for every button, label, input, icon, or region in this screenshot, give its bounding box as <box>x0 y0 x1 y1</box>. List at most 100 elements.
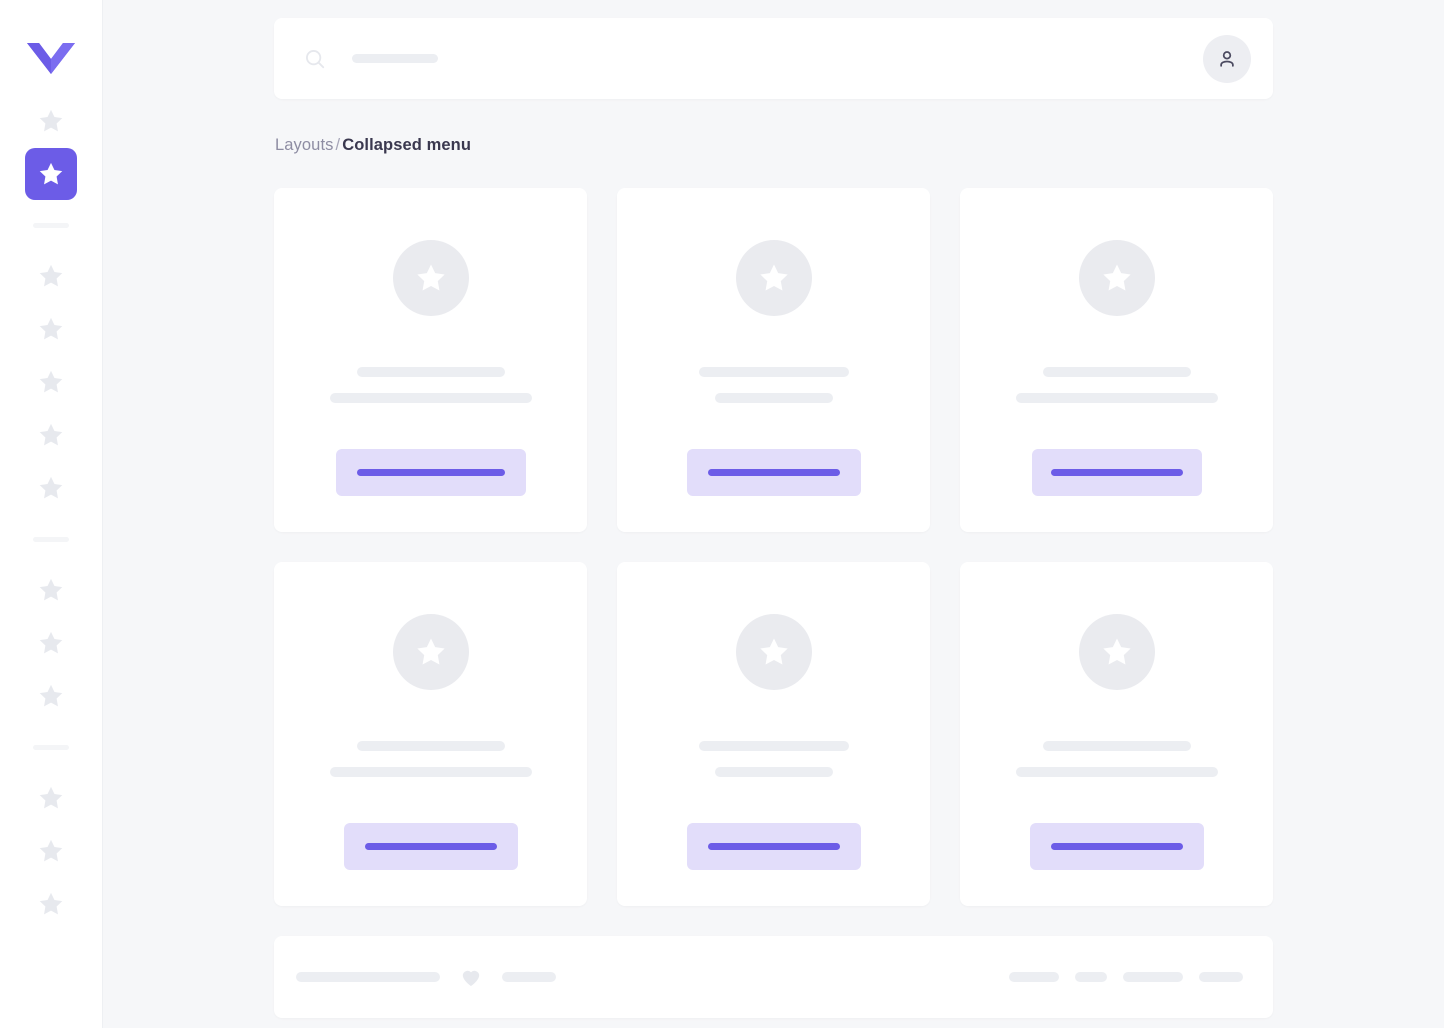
sidebar-item-11[interactable] <box>25 772 77 824</box>
star-icon <box>1102 638 1131 665</box>
card-text-skeleton <box>617 740 930 777</box>
breadcrumb-parent[interactable]: Layouts <box>275 136 334 154</box>
card-text-skeleton <box>960 740 1273 777</box>
footer-skeleton-bar-4[interactable] <box>1075 971 1107 982</box>
star-icon <box>39 162 63 185</box>
sidebar-item-3[interactable] <box>25 250 77 302</box>
card-6[interactable] <box>960 561 1273 906</box>
footer-right-group <box>1009 971 1243 982</box>
search-placeholder-bar <box>352 54 438 63</box>
sidebar-item-7[interactable] <box>25 462 77 514</box>
sidebar-item-1[interactable] <box>25 95 77 147</box>
card-action-button[interactable] <box>1029 822 1204 870</box>
button-label-bar <box>707 842 840 850</box>
skeleton-line-2 <box>329 392 532 403</box>
star-icon <box>39 370 63 393</box>
star-icon <box>39 264 63 287</box>
main-content: Layouts / Collapsed menu <box>103 0 1444 1028</box>
sidebar-item-10[interactable] <box>25 670 77 722</box>
card-text-skeleton <box>274 366 587 403</box>
star-icon <box>39 786 63 809</box>
skeleton-line-1 <box>1042 740 1191 751</box>
card-avatar <box>392 239 469 316</box>
star-icon <box>39 476 63 499</box>
card-action-button[interactable] <box>1031 448 1202 496</box>
brand-logo[interactable] <box>25 30 77 86</box>
sidebar-separator-1 <box>33 223 69 228</box>
card-action-button[interactable] <box>343 822 518 870</box>
top-search-bar <box>274 18 1273 99</box>
star-icon <box>1102 264 1131 291</box>
breadcrumb-current: Collapsed menu <box>342 136 472 154</box>
skeleton-line-2 <box>714 392 833 403</box>
sidebar-nav <box>0 95 102 931</box>
star-icon <box>416 264 445 291</box>
footer-skeleton-bar-5[interactable] <box>1123 971 1183 982</box>
footer-skeleton-bar-6[interactable] <box>1199 971 1243 982</box>
skeleton-line-2 <box>329 766 532 777</box>
skeleton-line-1 <box>698 740 849 751</box>
star-icon <box>39 109 63 132</box>
card-avatar <box>1078 239 1155 316</box>
card-text-skeleton <box>274 740 587 777</box>
card-grid <box>274 187 1273 906</box>
card-action-button[interactable] <box>335 448 526 496</box>
sidebar-item-8[interactable] <box>25 564 77 616</box>
sidebar-item-4[interactable] <box>25 303 77 355</box>
footer-left-group <box>296 965 556 989</box>
star-icon <box>39 317 63 340</box>
card-action-button[interactable] <box>686 448 861 496</box>
star-icon <box>759 264 788 291</box>
star-icon <box>416 638 445 665</box>
footer-skeleton-bar-3[interactable] <box>1009 971 1059 982</box>
card-5[interactable] <box>617 561 930 906</box>
breadcrumb-separator: / <box>335 136 341 154</box>
sidebar-item-9[interactable] <box>25 617 77 669</box>
card-text-skeleton <box>617 366 930 403</box>
sidebar-separator-3 <box>33 745 69 750</box>
star-icon <box>39 684 63 707</box>
star-icon <box>39 423 63 446</box>
search-icon <box>304 48 326 70</box>
card-avatar <box>1078 613 1155 690</box>
button-label-bar <box>356 468 505 476</box>
card-2[interactable] <box>617 187 930 532</box>
star-icon <box>39 892 63 915</box>
skeleton-line-2 <box>714 766 833 777</box>
card-4[interactable] <box>274 561 587 906</box>
sidebar-item-5[interactable] <box>25 356 77 408</box>
footer-skeleton-bar-1 <box>296 971 440 982</box>
card-avatar <box>735 613 812 690</box>
skeleton-line-1 <box>1042 366 1191 377</box>
card-text-skeleton <box>960 366 1273 403</box>
skeleton-line-1 <box>698 366 849 377</box>
button-label-bar <box>1050 842 1183 850</box>
star-icon <box>759 638 788 665</box>
collapsed-sidebar <box>0 0 103 1028</box>
skeleton-line-1 <box>356 740 505 751</box>
star-icon <box>39 578 63 601</box>
footer-bar <box>274 935 1273 1018</box>
star-icon <box>39 631 63 654</box>
card-action-button[interactable] <box>686 822 861 870</box>
skeleton-line-2 <box>1015 766 1218 777</box>
user-icon <box>1220 50 1234 67</box>
sidebar-item-2-active[interactable] <box>25 148 77 200</box>
sidebar-item-6[interactable] <box>25 409 77 461</box>
breadcrumb: Layouts / Collapsed menu <box>275 137 1273 154</box>
heart-icon[interactable] <box>458 965 484 989</box>
sidebar-item-13[interactable] <box>25 878 77 930</box>
search-input[interactable] <box>352 47 1203 71</box>
avatar[interactable] <box>1203 34 1251 83</box>
button-label-bar <box>1050 468 1183 476</box>
button-label-bar <box>707 468 840 476</box>
card-3[interactable] <box>960 187 1273 532</box>
card-avatar <box>735 239 812 316</box>
sidebar-separator-2 <box>33 537 69 542</box>
skeleton-line-2 <box>1015 392 1218 403</box>
footer-skeleton-bar-2 <box>502 971 556 982</box>
card-1[interactable] <box>274 187 587 532</box>
button-label-bar <box>364 842 497 850</box>
sidebar-item-12[interactable] <box>25 825 77 877</box>
